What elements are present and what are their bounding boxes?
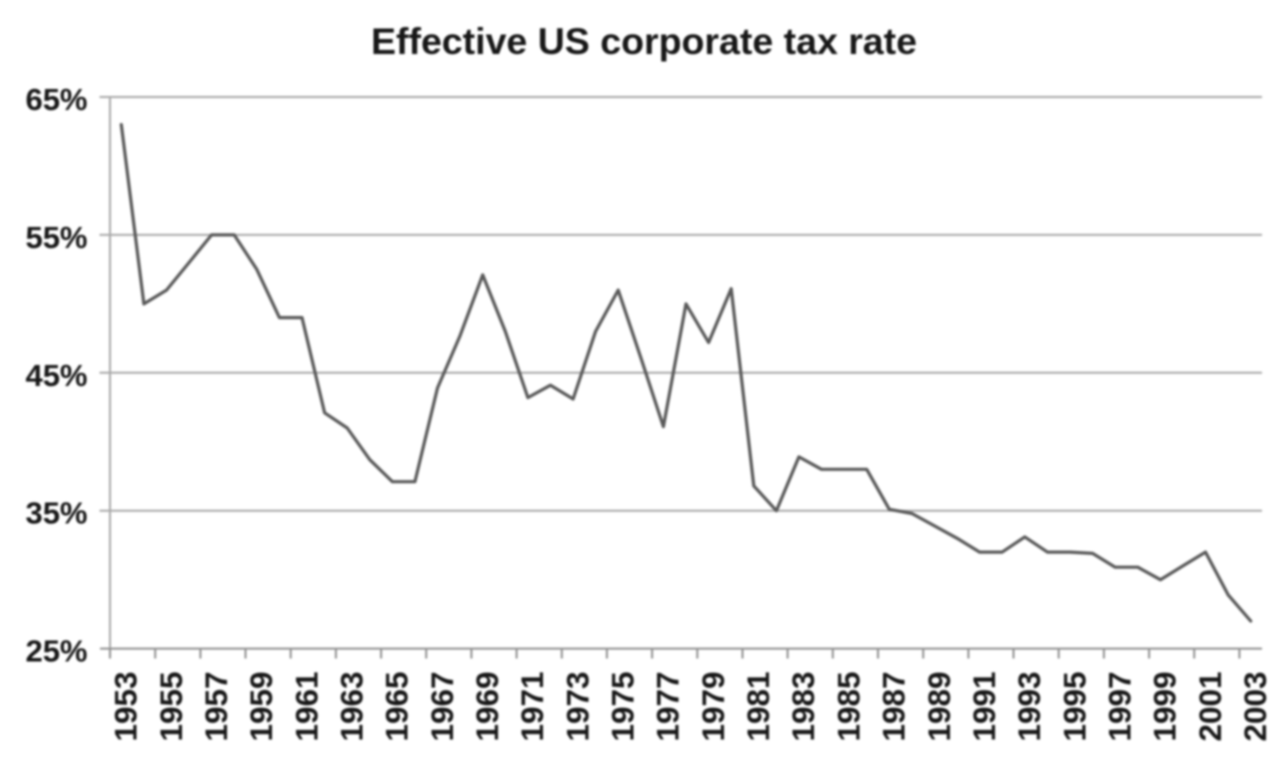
svg-text:1957: 1957 bbox=[198, 671, 234, 741]
svg-text:2003: 2003 bbox=[1237, 671, 1273, 741]
svg-text:1953: 1953 bbox=[108, 671, 144, 741]
svg-text:1995: 1995 bbox=[1056, 671, 1092, 741]
svg-text:1993: 1993 bbox=[1011, 671, 1047, 741]
svg-text:1985: 1985 bbox=[830, 671, 866, 741]
svg-text:55%: 55% bbox=[25, 220, 87, 255]
svg-text:1959: 1959 bbox=[243, 671, 279, 741]
svg-text:1999: 1999 bbox=[1147, 671, 1183, 741]
svg-text:2001: 2001 bbox=[1192, 671, 1228, 741]
svg-text:1979: 1979 bbox=[695, 671, 731, 741]
svg-text:1991: 1991 bbox=[966, 671, 1002, 741]
svg-text:1973: 1973 bbox=[559, 671, 595, 741]
svg-text:35%: 35% bbox=[25, 496, 87, 531]
svg-text:1969: 1969 bbox=[469, 671, 505, 741]
svg-text:25%: 25% bbox=[25, 634, 87, 669]
svg-text:1977: 1977 bbox=[650, 671, 686, 741]
svg-text:1965: 1965 bbox=[379, 671, 415, 741]
svg-text:1997: 1997 bbox=[1102, 671, 1138, 741]
svg-text:45%: 45% bbox=[25, 358, 87, 393]
svg-text:1975: 1975 bbox=[605, 671, 641, 741]
svg-text:Effective US corporate tax rat: Effective US corporate tax rate bbox=[371, 20, 917, 62]
svg-text:1989: 1989 bbox=[921, 671, 957, 741]
svg-text:1967: 1967 bbox=[424, 671, 460, 741]
svg-text:1971: 1971 bbox=[514, 671, 550, 741]
svg-text:1987: 1987 bbox=[876, 671, 912, 741]
svg-text:65%: 65% bbox=[25, 82, 87, 117]
svg-text:1963: 1963 bbox=[334, 671, 370, 741]
svg-text:1981: 1981 bbox=[740, 671, 776, 741]
svg-text:1983: 1983 bbox=[785, 671, 821, 741]
svg-text:1961: 1961 bbox=[288, 671, 324, 741]
svg-text:1955: 1955 bbox=[153, 671, 189, 741]
